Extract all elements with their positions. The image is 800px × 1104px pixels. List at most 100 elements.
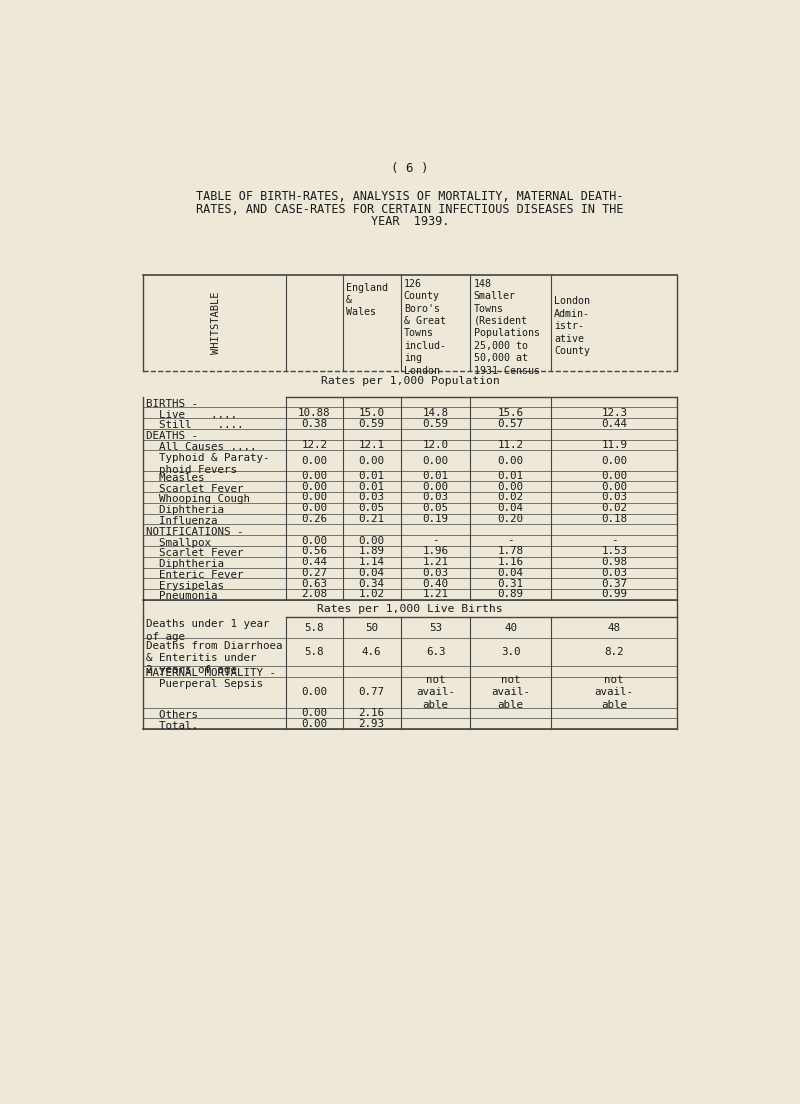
Text: YEAR  1939.: YEAR 1939. [371,215,449,227]
Text: 0.03: 0.03 [422,567,449,577]
Text: -: - [611,535,618,545]
Text: 11.2: 11.2 [498,440,524,450]
Text: -: - [432,535,439,545]
Text: 0.01: 0.01 [358,481,385,491]
Text: DEATHS -: DEATHS - [146,432,198,442]
Text: 0.18: 0.18 [602,514,627,524]
Text: 1.78: 1.78 [498,546,524,556]
Text: 0.99: 0.99 [602,590,627,599]
Text: 0.00: 0.00 [498,456,524,466]
Text: 0.00: 0.00 [422,481,449,491]
Text: 2.08: 2.08 [302,590,327,599]
Text: 0.56: 0.56 [302,546,327,556]
Text: 15.6: 15.6 [498,407,524,417]
Text: 14.8: 14.8 [422,407,449,417]
Text: 1.14: 1.14 [358,558,385,567]
Text: 0.98: 0.98 [602,558,627,567]
Text: 15.0: 15.0 [358,407,385,417]
Text: 0.00: 0.00 [302,535,327,545]
Text: 0.59: 0.59 [422,418,449,428]
Text: 0.00: 0.00 [302,719,327,729]
Text: 1.02: 1.02 [358,590,385,599]
Text: 0.02: 0.02 [602,503,627,513]
Text: 0.20: 0.20 [498,514,524,524]
Text: Diphtheria: Diphtheria [146,559,224,569]
Text: 0.26: 0.26 [302,514,327,524]
Text: NOTIFICATIONS -: NOTIFICATIONS - [146,527,243,537]
Text: 3.0: 3.0 [501,647,521,657]
Text: Others: Others [146,710,198,720]
Text: WHITSTABLE: WHITSTABLE [211,291,221,354]
Text: 0.00: 0.00 [358,456,385,466]
Text: Rates per 1,000 Live Births: Rates per 1,000 Live Births [317,604,503,614]
Text: RATES, AND CASE-RATES FOR CERTAIN INFECTIOUS DISEASES IN THE: RATES, AND CASE-RATES FOR CERTAIN INFECT… [196,202,624,215]
Text: Enteric Fever: Enteric Fever [146,570,243,580]
Text: 0.44: 0.44 [602,418,627,428]
Text: -: - [507,535,514,545]
Text: 12.1: 12.1 [358,440,385,450]
Text: 0.02: 0.02 [498,492,524,502]
Text: Whooping Cough: Whooping Cough [146,495,250,505]
Text: 4.6: 4.6 [362,647,382,657]
Text: not
avail-
able: not avail- able [416,675,455,710]
Text: ( 6 ): ( 6 ) [391,162,429,174]
Text: 0.00: 0.00 [602,481,627,491]
Text: 5.8: 5.8 [305,623,324,633]
Text: 53: 53 [429,623,442,633]
Text: 0.03: 0.03 [358,492,385,502]
Text: 0.59: 0.59 [358,418,385,428]
Text: 0.00: 0.00 [498,481,524,491]
Text: Live    ....: Live .... [146,410,237,420]
Text: Total.: Total. [146,721,198,731]
Text: 10.88: 10.88 [298,407,330,417]
Text: 12.3: 12.3 [602,407,627,417]
Text: 148
Smaller
Towns
(Resident
Populations
25,000 to
50,000 at
1931 Census: 148 Smaller Towns (Resident Populations … [474,279,539,375]
Text: 0.31: 0.31 [498,578,524,588]
Text: 12.2: 12.2 [302,440,327,450]
Text: 1.21: 1.21 [422,558,449,567]
Text: 0.03: 0.03 [602,492,627,502]
Text: BIRTHS -: BIRTHS - [146,399,198,408]
Text: 1.16: 1.16 [498,558,524,567]
Text: Still    ....: Still .... [146,421,243,431]
Text: Diphtheria: Diphtheria [146,506,224,516]
Text: 48: 48 [608,623,621,633]
Text: 0.19: 0.19 [422,514,449,524]
Text: 0.00: 0.00 [302,688,327,698]
Text: 0.63: 0.63 [302,578,327,588]
Text: Smallpox: Smallpox [146,538,210,548]
Text: 0.05: 0.05 [358,503,385,513]
Text: 0.03: 0.03 [422,492,449,502]
Text: 6.3: 6.3 [426,647,446,657]
Text: 5.8: 5.8 [305,647,324,657]
Text: 1.53: 1.53 [602,546,627,556]
Text: Deaths under 1 year
of age: Deaths under 1 year of age [146,619,270,641]
Text: 0.21: 0.21 [358,514,385,524]
Text: 0.00: 0.00 [302,481,327,491]
Text: 0.77: 0.77 [358,688,385,698]
Text: 126
County
Boro's
& Great
Towns
includ-
ing
London: 126 County Boro's & Great Towns includ- … [404,279,446,375]
Text: 0.01: 0.01 [498,471,524,481]
Text: 50: 50 [365,623,378,633]
Text: 0.37: 0.37 [602,578,627,588]
Text: Puerperal Sepsis: Puerperal Sepsis [146,679,262,689]
Text: TABLE OF BIRTH-RATES, ANALYSIS OF MORTALITY, MATERNAL DEATH-: TABLE OF BIRTH-RATES, ANALYSIS OF MORTAL… [196,190,624,203]
Text: Scarlet Fever: Scarlet Fever [146,484,243,493]
Text: Rates per 1,000 Population: Rates per 1,000 Population [321,375,499,385]
Text: 0.03: 0.03 [602,567,627,577]
Text: Typhoid & Paraty-
  phoid Fevers: Typhoid & Paraty- phoid Fevers [146,453,270,475]
Text: 0.00: 0.00 [302,492,327,502]
Text: 0.00: 0.00 [602,456,627,466]
Text: 0.40: 0.40 [422,578,449,588]
Text: MATERNAL MORTALITY -: MATERNAL MORTALITY - [146,668,276,678]
Text: Measles: Measles [146,473,204,482]
Text: 40: 40 [504,623,518,633]
Text: England
&
Wales: England & Wales [346,283,388,318]
Text: 0.00: 0.00 [302,708,327,718]
Text: Scarlet Fever: Scarlet Fever [146,549,243,559]
Text: 12.0: 12.0 [422,440,449,450]
Text: London
Admin-
istr-
ative
County: London Admin- istr- ative County [554,297,590,357]
Text: Pneumonia: Pneumonia [146,592,218,602]
Text: Influenza: Influenza [146,516,218,526]
Text: 0.00: 0.00 [602,471,627,481]
